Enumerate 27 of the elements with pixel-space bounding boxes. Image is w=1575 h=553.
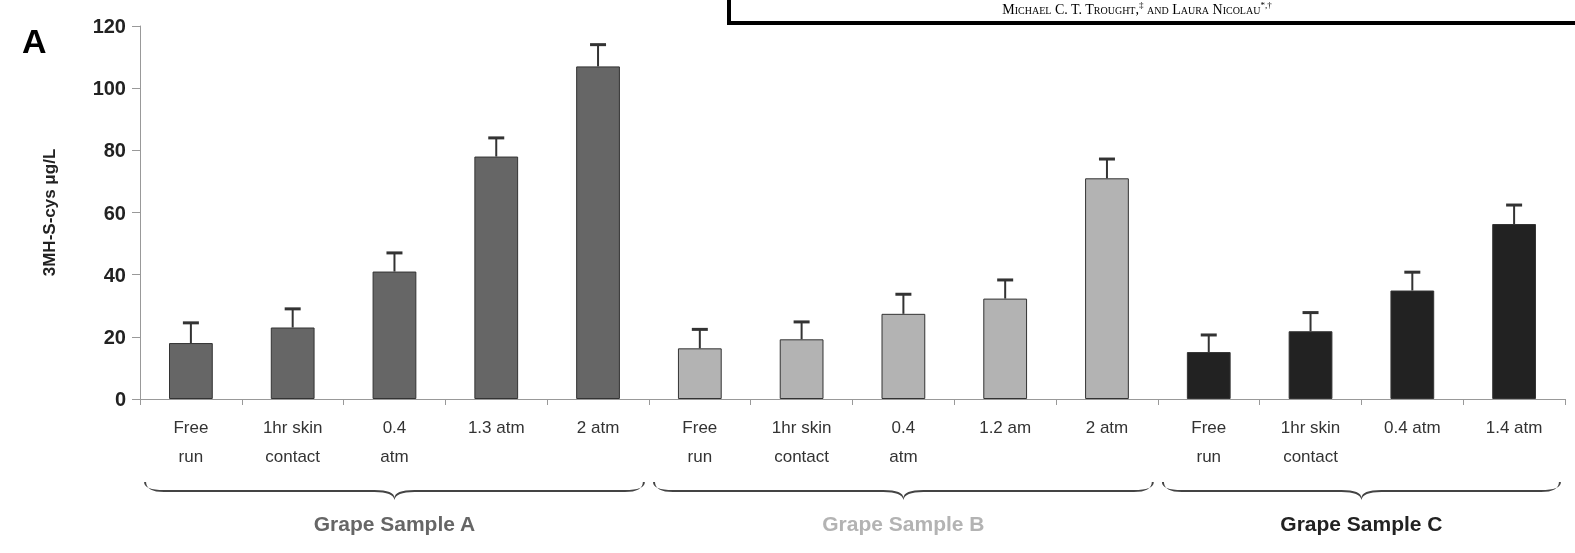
- y-tick-label: 120: [92, 15, 126, 37]
- x-tick-label: 1hr skin contact: [1280, 418, 1341, 466]
- x-tick-label: 0.4 atm: [380, 418, 409, 466]
- x-tick-label: 2 atm: [1085, 418, 1129, 437]
- text: Grape Sample B: [822, 512, 985, 536]
- x-tick-label: 1.3 atm: [467, 418, 525, 437]
- x-tick-label: 1hr skin contact: [771, 418, 832, 466]
- x-tick-label: 1.2 am: [979, 418, 1032, 437]
- text: A: [22, 22, 47, 61]
- y-tick-label: 80: [103, 139, 126, 162]
- text: Grape Sample C: [1280, 512, 1443, 536]
- x-tick-label: Free run: [1191, 418, 1227, 466]
- x-tick-label: 0.4 atm: [889, 418, 918, 466]
- x-tick-label: Free run: [682, 418, 718, 466]
- x-tick-label: 2 atm: [576, 418, 620, 437]
- y-tick-label: 0: [114, 388, 126, 410]
- x-tick-label: 0.4 atm: [1383, 418, 1441, 437]
- y-axis-title: 3MH-S-cys μg/L: [40, 148, 59, 277]
- text: Michael C. T. Trought,$^{‡}$ and Laura Nicolau$^{*,†}$: [727, 0, 1575, 25]
- x-tick-label: Free run: [173, 418, 209, 466]
- y-tick-label: 40: [103, 263, 126, 286]
- y-tick-label: 20: [103, 325, 126, 348]
- y-tick-label: 100: [92, 77, 126, 100]
- x-tick-label: 1hr skin contact: [262, 418, 323, 466]
- y-tick-label: 60: [103, 201, 126, 224]
- x-tick-label: 1.4 atm: [1485, 418, 1543, 437]
- text: Grape Sample A: [313, 512, 476, 536]
